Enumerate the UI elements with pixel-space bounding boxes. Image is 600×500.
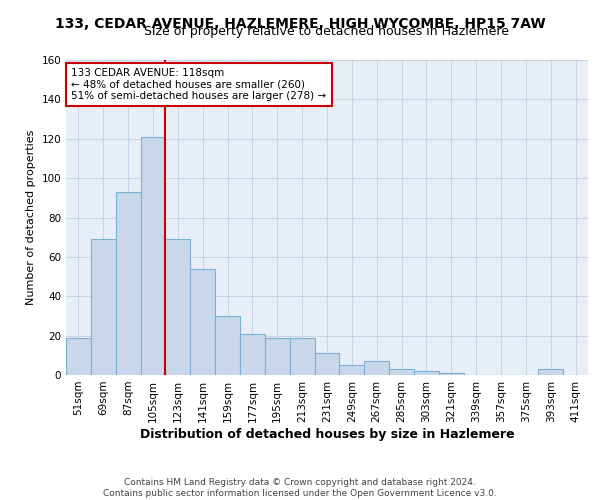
- Y-axis label: Number of detached properties: Number of detached properties: [26, 130, 36, 305]
- Text: 133, CEDAR AVENUE, HAZLEMERE, HIGH WYCOMBE, HP15 7AW: 133, CEDAR AVENUE, HAZLEMERE, HIGH WYCOM…: [55, 18, 545, 32]
- Bar: [215, 316, 240, 375]
- Bar: [340, 365, 364, 375]
- X-axis label: Distribution of detached houses by size in Hazlemere: Distribution of detached houses by size …: [140, 428, 514, 440]
- Bar: [389, 369, 414, 375]
- Bar: [290, 338, 314, 375]
- Bar: [538, 369, 563, 375]
- Bar: [414, 371, 439, 375]
- Text: 133 CEDAR AVENUE: 118sqm
← 48% of detached houses are smaller (260)
51% of semi-: 133 CEDAR AVENUE: 118sqm ← 48% of detach…: [71, 68, 326, 101]
- Bar: [265, 338, 290, 375]
- Title: Size of property relative to detached houses in Hazlemere: Size of property relative to detached ho…: [145, 25, 509, 38]
- Text: Contains HM Land Registry data © Crown copyright and database right 2024.
Contai: Contains HM Land Registry data © Crown c…: [103, 478, 497, 498]
- Bar: [66, 338, 91, 375]
- Bar: [439, 373, 464, 375]
- Bar: [364, 361, 389, 375]
- Bar: [166, 239, 190, 375]
- Bar: [190, 268, 215, 375]
- Bar: [314, 354, 340, 375]
- Bar: [140, 137, 166, 375]
- Bar: [240, 334, 265, 375]
- Bar: [116, 192, 140, 375]
- Bar: [91, 239, 116, 375]
